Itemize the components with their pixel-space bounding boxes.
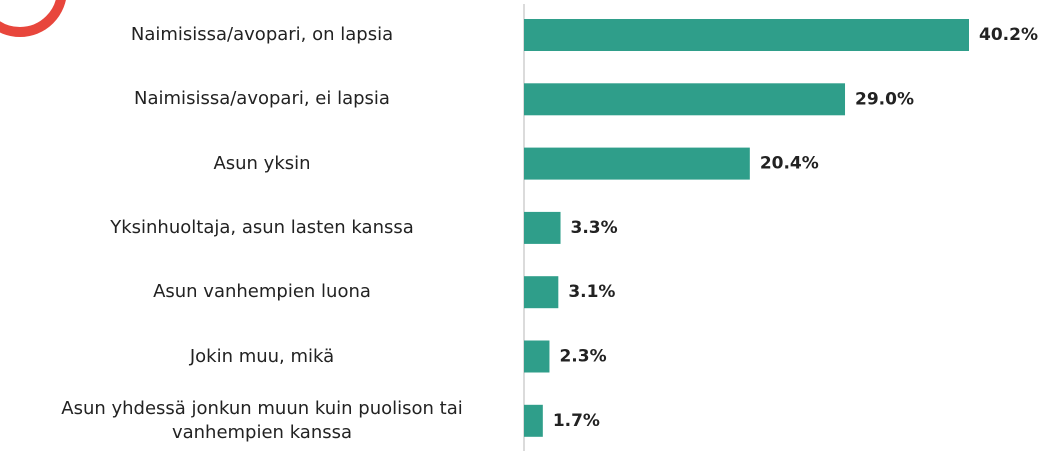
- value-label: 1.7%: [553, 411, 600, 431]
- bar: [524, 404, 543, 437]
- category-label: Asun vanhempien luona: [153, 281, 371, 303]
- value-label: 29.0%: [855, 89, 914, 109]
- value-label: 3.3%: [571, 218, 618, 238]
- value-label: 2.3%: [559, 347, 606, 367]
- value-label: 40.2%: [979, 25, 1038, 45]
- bar: [524, 276, 559, 309]
- bar: [524, 83, 846, 116]
- value-label: 3.1%: [568, 282, 615, 302]
- value-label: 20.4%: [760, 154, 819, 174]
- decoration: [0, 0, 66, 37]
- category-label: Jokin muu, mikä: [189, 345, 335, 367]
- bar: [524, 211, 561, 244]
- bar: [524, 19, 969, 51]
- category-label: Asun yhdessä jonkun muun kuin puolison t…: [61, 397, 463, 443]
- bar: [524, 147, 750, 180]
- category-label: Yksinhuoltaja, asun lasten kanssa: [110, 216, 414, 238]
- bar: [524, 340, 550, 373]
- category-label: Naimisissa/avopari, on lapsia: [130, 24, 394, 45]
- category-label: Naimisissa/avopari, ei lapsia: [134, 88, 390, 110]
- category-label: Asun yksin: [213, 152, 311, 174]
